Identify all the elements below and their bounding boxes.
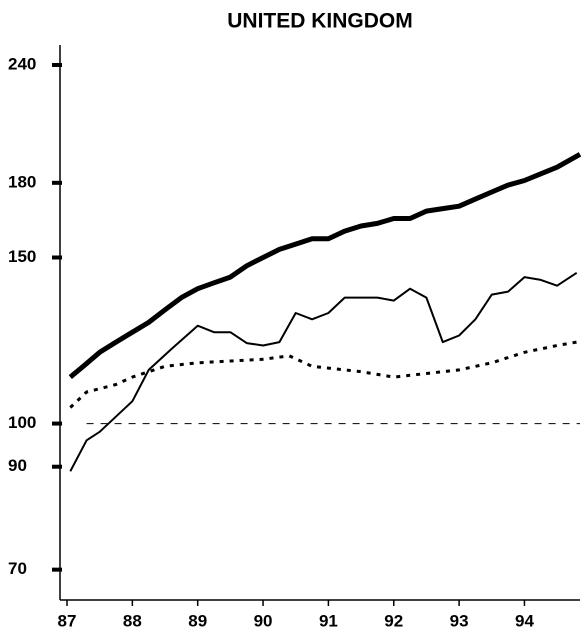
y-tick-label: 90 <box>8 456 27 475</box>
x-tick-label: 87 <box>58 611 77 630</box>
y-tick-label: 180 <box>8 172 36 191</box>
x-tick-label: 89 <box>188 611 207 630</box>
chart-title: UNITED KINGDOM <box>227 10 413 33</box>
y-tick-label: 240 <box>8 54 36 73</box>
x-tick-label: 88 <box>123 611 142 630</box>
x-tick-label: 92 <box>384 611 403 630</box>
x-tick-label: 91 <box>319 611 338 630</box>
y-tick-label: 150 <box>8 247 36 266</box>
series-line <box>69 340 577 409</box>
series-line <box>68 152 582 380</box>
x-tick-label: 93 <box>450 611 469 630</box>
y-tick-label: 100 <box>8 413 36 432</box>
y-tick-label: 70 <box>8 559 27 578</box>
series-line <box>69 271 578 472</box>
x-tick-label: 94 <box>515 611 534 630</box>
x-tick-label: 90 <box>254 611 273 630</box>
